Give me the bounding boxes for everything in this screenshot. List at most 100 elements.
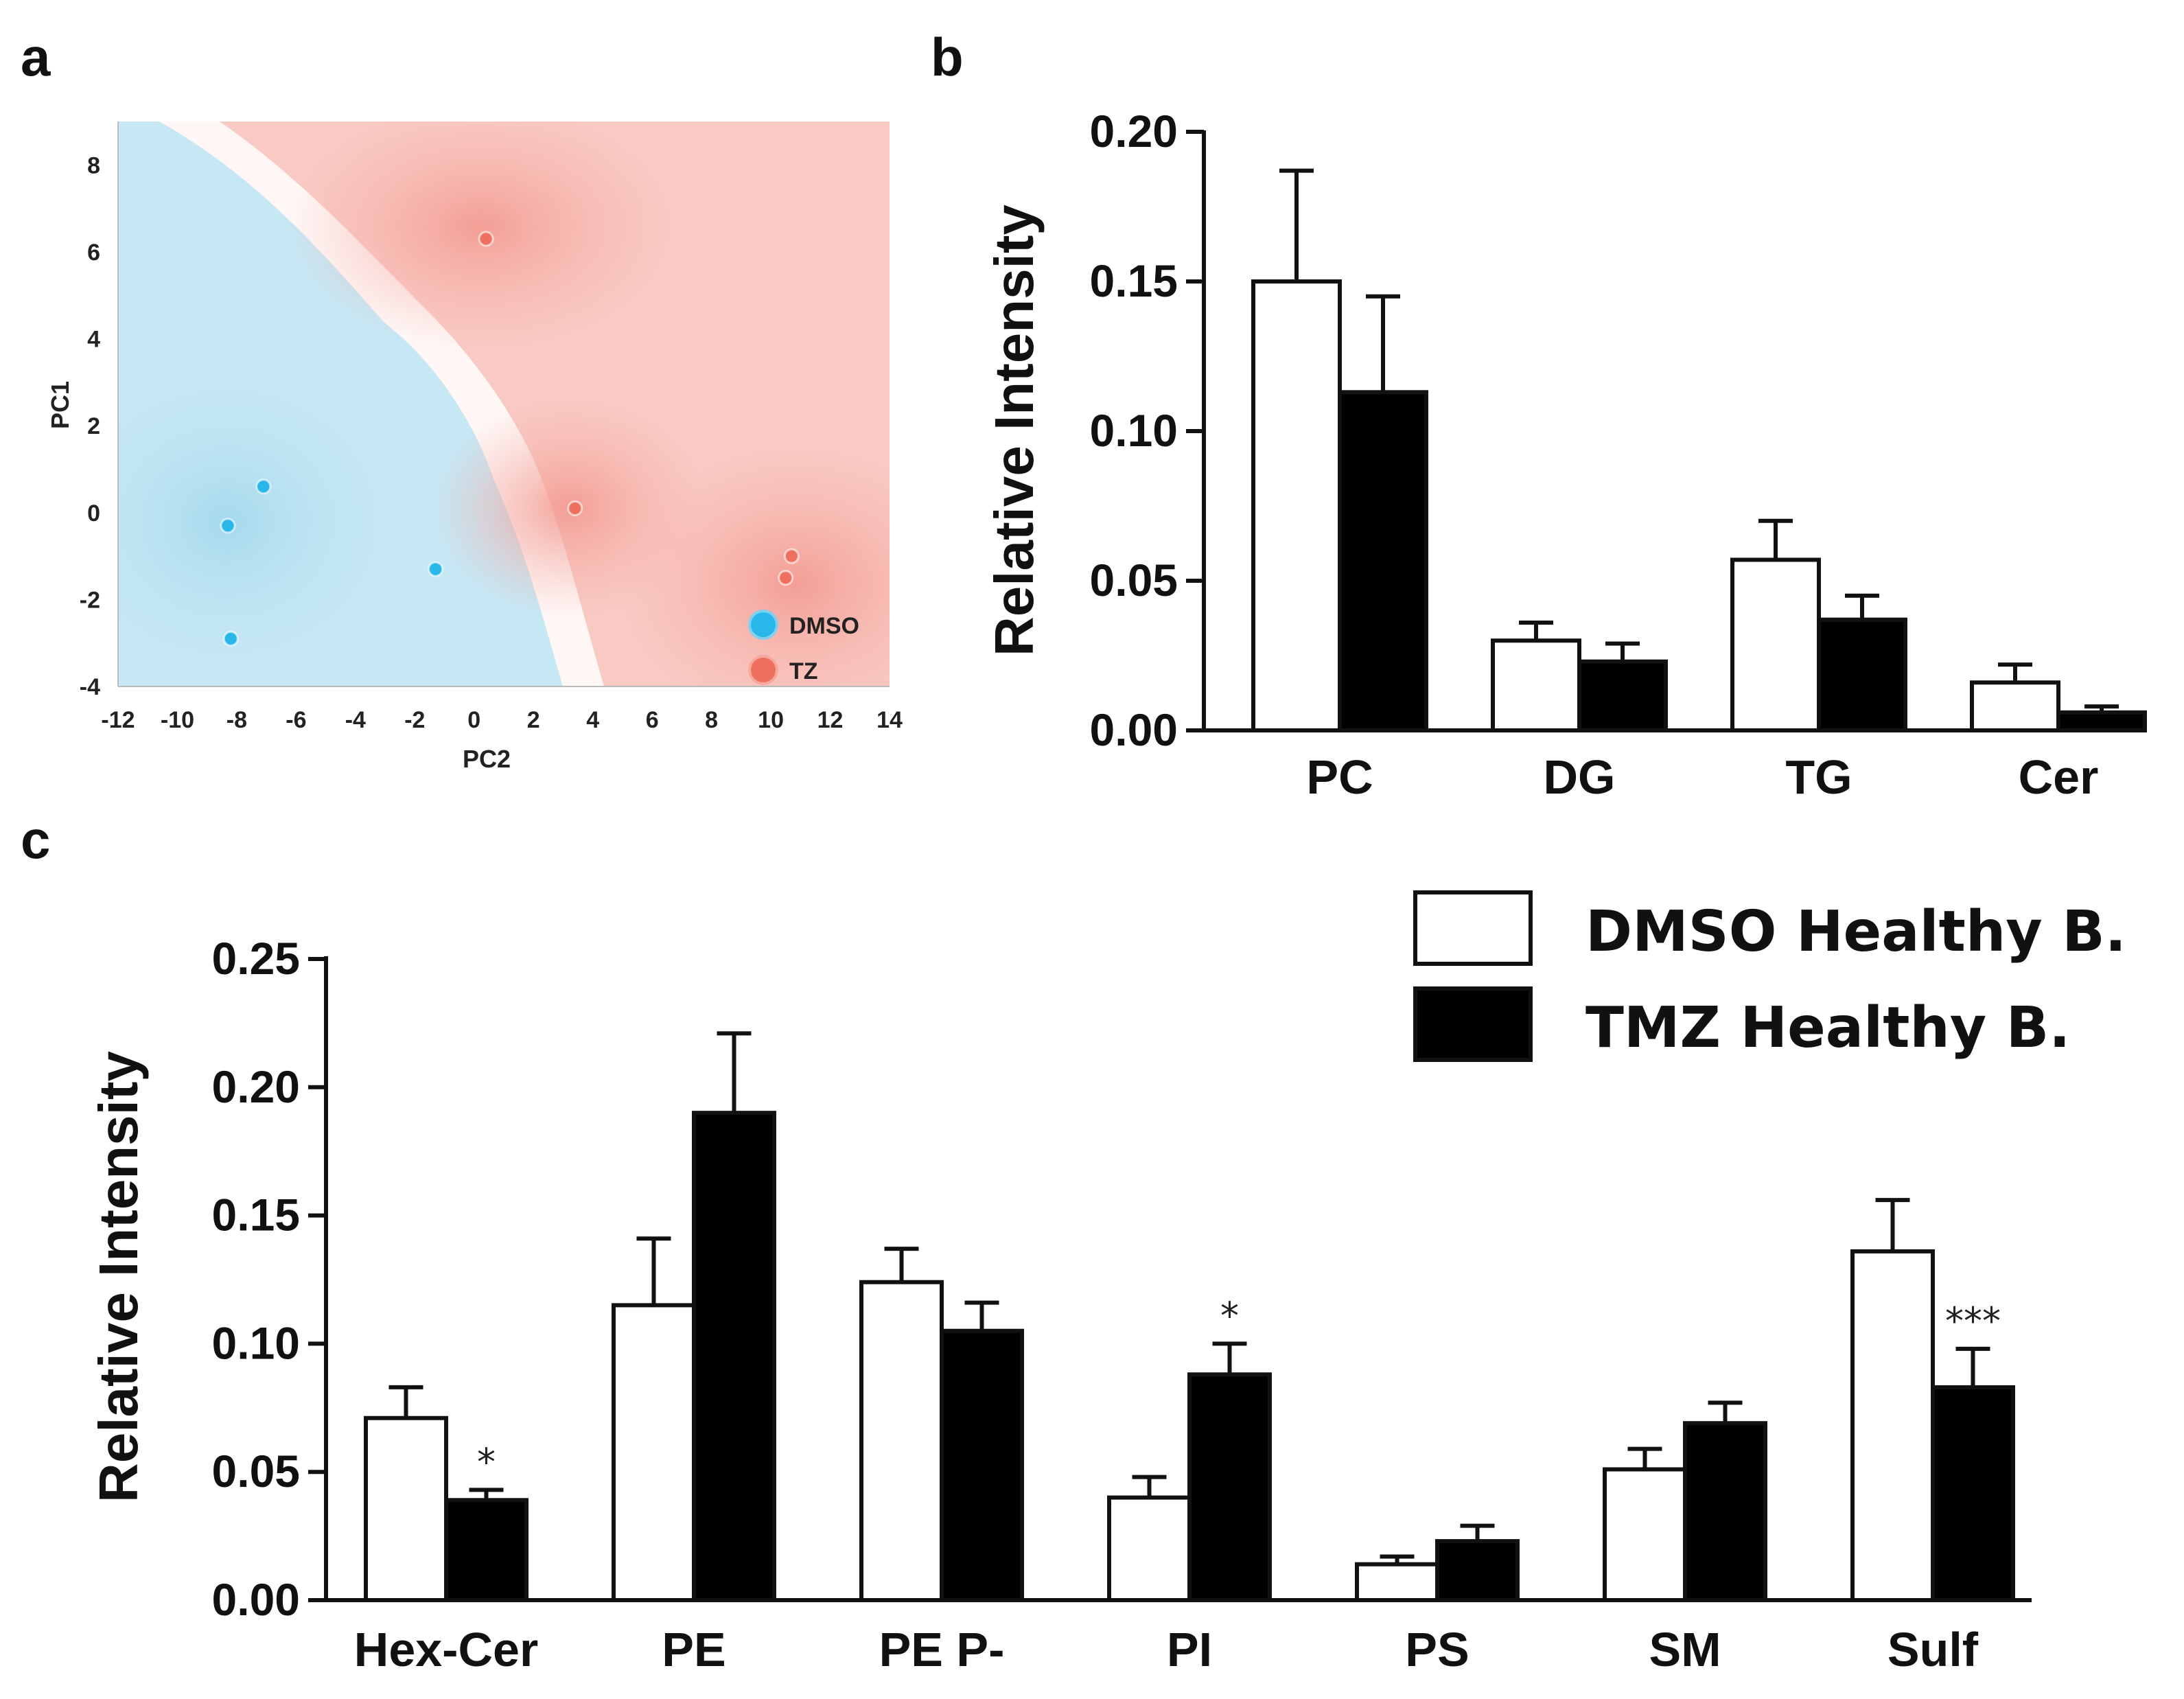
pca-x-tick: 2	[527, 707, 540, 733]
legend-dmso-swatch	[1413, 890, 1533, 966]
c-category-label: PS	[1405, 1623, 1469, 1676]
c-significance: ***	[1945, 1299, 2001, 1343]
c-bar-tmz	[1435, 1539, 1520, 1603]
c-category-label: Hex-Cer	[354, 1623, 538, 1676]
panel-label-c: c	[21, 809, 50, 870]
legend-tmz-swatch	[1413, 986, 1533, 1062]
c-y-ticks: 0.00 0.05 0.10 0.15 0.20 0.25	[212, 933, 326, 1625]
c-bar-tmz	[692, 1111, 776, 1603]
pca-y-tick: -2	[80, 587, 100, 613]
c-significance: *	[477, 1440, 496, 1483]
pca-x-tick: 14	[876, 707, 903, 733]
pca-x-ticks: -12 -10 -8 -6 -4 -2 0 2 4 6 8 10 12 14	[101, 707, 903, 733]
pca-legend-tz-label: TZ	[789, 658, 818, 684]
pca-boundary	[159, 122, 604, 686]
pca-point-dmso	[220, 518, 236, 534]
pca-point-dmso	[428, 561, 444, 577]
b-bar-dmso	[1251, 279, 1342, 732]
b-category-label: Cer	[2019, 750, 2099, 804]
b-y-label: Relative Intensity	[984, 204, 1045, 656]
c-bar-dmso	[1107, 1495, 1192, 1603]
c-bar-tmz	[444, 1498, 528, 1602]
c-categories: Hex-Cer PE PE P- PI PS SM Sulf	[354, 1623, 1979, 1676]
b-bar-tmz	[1577, 659, 1668, 732]
pca-point-tz	[778, 570, 794, 586]
c-y-tick-label: 0.05	[212, 1446, 300, 1496]
c-bar-tmz	[940, 1328, 1024, 1602]
pca-x-tick: -2	[404, 707, 425, 733]
b-bar-tmz	[1817, 617, 1907, 732]
b-y-ticks: 0.00 0.05 0.10 0.15 0.20	[1090, 106, 1204, 755]
c-bars: ** ***	[364, 1031, 2015, 1603]
pca-y-tick: 8	[87, 152, 100, 178]
pca-x-tick: 8	[705, 707, 718, 733]
pca-x-tick: 0	[467, 707, 480, 733]
c-y-tick-label: 0.20	[212, 1061, 300, 1112]
pca-legend: DMSO TZ	[748, 610, 859, 685]
pca-x-tick: -12	[101, 707, 135, 733]
c-significance: *	[1220, 1294, 1239, 1337]
panel-c: ** *** 0.000.050.100.150.200.25 Hex-Cer PE…	[88, 890, 2126, 1676]
b-y-tick-label: 0.20	[1090, 106, 1178, 157]
pca-point-dmso	[222, 630, 239, 647]
pca-blob-tz-top	[288, 122, 673, 350]
c-y-tick-label: 0.00	[212, 1574, 300, 1625]
pca-x-tick: 12	[817, 707, 844, 733]
pca-x-tick: -10	[161, 707, 194, 733]
c-legend: DMSO Healthy B. TMZ Healthy B.	[1413, 890, 2126, 1062]
pca-legend-dmso-label: DMSO	[789, 613, 859, 639]
b-bar-dmso	[1970, 680, 2060, 732]
c-bar-dmso	[364, 1415, 448, 1602]
b-category-label: DG	[1544, 750, 1616, 804]
c-bar-tmz	[1683, 1421, 1767, 1603]
c-y-label: Relative Intensity	[88, 1050, 149, 1503]
b-bars	[1251, 168, 2147, 733]
pca-y-tick: 0	[87, 500, 100, 527]
pca-blob-tz-right	[618, 446, 890, 686]
pca-x-tick: 10	[758, 707, 784, 733]
b-bar-tmz	[2056, 710, 2147, 732]
pca-points	[220, 231, 800, 647]
pca-x-tick: 4	[586, 707, 599, 733]
b-category-label: TG	[1785, 750, 1852, 804]
b-categories: PC DG TG Cer	[1306, 750, 2098, 804]
pca-y-tick: 4	[87, 327, 100, 353]
pca-y-tick: 6	[87, 240, 100, 266]
pca-background	[118, 122, 890, 686]
b-y-tick-label: 0.05	[1090, 555, 1178, 605]
pca-point-tz	[478, 231, 494, 247]
c-bar-dmso	[1850, 1249, 1935, 1603]
legend-tmz-label: TMZ Healthy B.	[1585, 995, 2070, 1061]
panel-label-a: a	[21, 27, 51, 87]
c-bar-tmz	[1931, 1385, 2015, 1602]
b-y-tick-label: 0.00	[1090, 704, 1178, 755]
c-bar-dmso	[612, 1303, 696, 1602]
pca-x-tick: -8	[226, 707, 247, 733]
c-bar-dmso	[1355, 1562, 1439, 1603]
c-category-label: PE P-	[879, 1623, 1005, 1676]
pca-x-label: PC2	[463, 745, 511, 773]
pca-y-tick: 2	[87, 413, 100, 439]
pca-y-label: PC1	[46, 381, 74, 429]
panel-label-b: b	[931, 27, 964, 87]
pca-y-ticks: -4 -2 0 2 4 6 8	[80, 152, 100, 700]
b-bar-dmso	[1730, 557, 1821, 732]
c-category-label: Sulf	[1887, 1623, 1979, 1676]
legend-dmso-label: DMSO Healthy B.	[1585, 899, 2126, 964]
panel-b: 0.00 0.05 0.10 0.15 0.20 PC DG TG Cer Relative …	[984, 106, 2147, 804]
pca-y-tick: -4	[80, 674, 100, 700]
b-bar-dmso	[1491, 638, 1581, 733]
pca-point-tz	[567, 500, 583, 516]
c-category-label: SM	[1649, 1623, 1721, 1676]
pca-legend-dmso-marker	[748, 610, 778, 640]
pca-x-tick: 6	[646, 707, 659, 733]
pca-x-tick: -4	[345, 707, 366, 733]
b-category-label: PC	[1306, 750, 1373, 804]
c-category-label: PI	[1167, 1623, 1212, 1676]
b-y-tick-label: 0.10	[1090, 405, 1178, 456]
c-y-tick-label: 0.15	[212, 1190, 300, 1240]
pca-x-tick: -6	[286, 707, 306, 733]
pca-point-dmso	[255, 478, 272, 495]
pca-point-tz	[783, 548, 800, 564]
